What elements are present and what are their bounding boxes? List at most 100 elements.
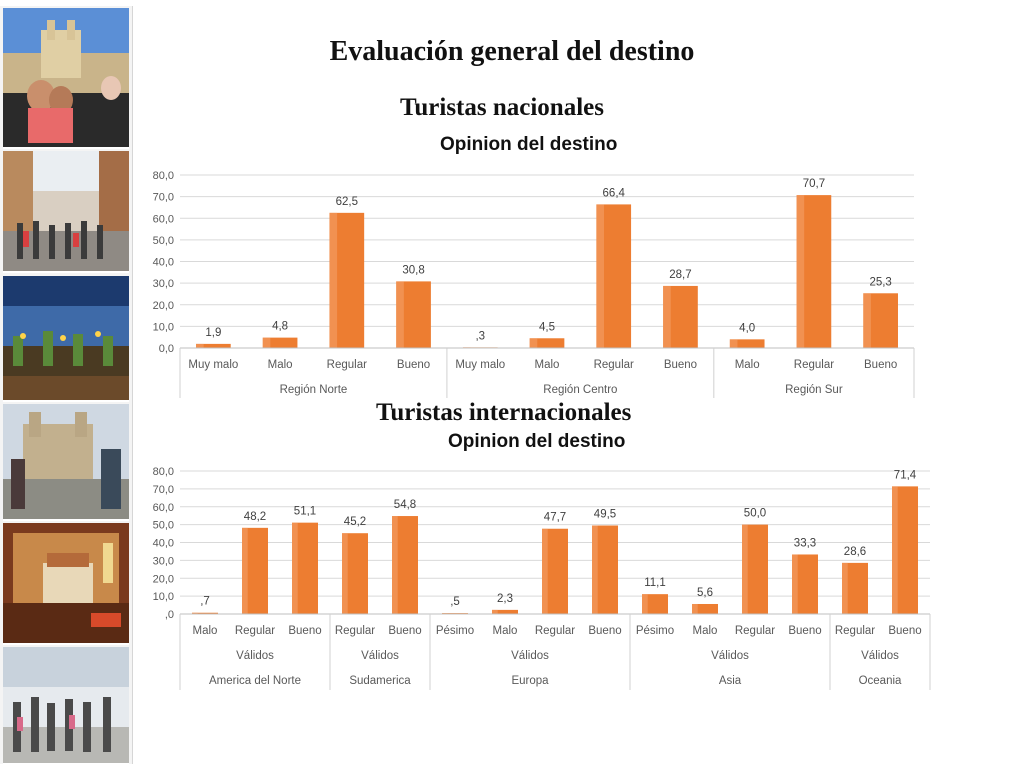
x-category-label: Regular bbox=[535, 625, 575, 637]
chart-title-international: Opinion del destino bbox=[448, 431, 626, 452]
data-label: 4,0 bbox=[739, 322, 755, 334]
data-label: 54,8 bbox=[394, 499, 416, 511]
bar-highlight bbox=[396, 281, 404, 348]
bar-highlight bbox=[542, 528, 548, 614]
x-category-label: Malo bbox=[493, 625, 518, 637]
x-group-label: Región Centro bbox=[543, 384, 617, 396]
data-label: ,3 bbox=[475, 330, 485, 342]
x-subgroup-label: Válidos bbox=[711, 650, 749, 662]
bar bbox=[529, 338, 565, 348]
x-category-label: Pésimo bbox=[636, 625, 674, 637]
bar-highlight bbox=[729, 339, 738, 348]
x-subgroup-label: Válidos bbox=[361, 650, 399, 662]
data-label: 45,2 bbox=[344, 516, 366, 528]
x-category-label: Pésimo bbox=[436, 625, 474, 637]
x-category-label: Malo bbox=[693, 625, 718, 637]
photo-sidebar bbox=[0, 6, 133, 765]
bar-highlight bbox=[596, 204, 605, 348]
y-tick-label: 30,0 bbox=[153, 555, 174, 567]
x-category-label: Bueno bbox=[664, 359, 697, 371]
bar-highlight bbox=[196, 343, 204, 348]
city-plaza-photo bbox=[3, 8, 129, 149]
street-crowd-photo bbox=[3, 151, 129, 273]
y-tick-label: 20,0 bbox=[153, 573, 174, 585]
bar-highlight bbox=[792, 554, 798, 614]
data-label: 48,2 bbox=[244, 511, 266, 523]
national-opinion-bar-chart: 0,0 10,0 20,0 30,0 40,0 50,0 60,0 70,0 80,0 1,9 Mu… bbox=[153, 170, 915, 398]
x-category-label: Malo bbox=[268, 359, 293, 371]
data-label: 51,1 bbox=[294, 506, 316, 518]
x-category-label: Malo bbox=[535, 359, 560, 371]
y-tick-label: 60,0 bbox=[153, 213, 174, 225]
x-category-label: Bueno bbox=[864, 359, 897, 371]
x-category-label: Regular bbox=[794, 359, 834, 371]
x-category-label: Regular bbox=[335, 625, 375, 637]
data-label: 30,8 bbox=[402, 264, 424, 276]
x-category-label: Bueno bbox=[397, 359, 430, 371]
page-title: Evaluación general del destino bbox=[329, 36, 695, 67]
bar-highlight bbox=[262, 337, 271, 348]
bar-highlight bbox=[842, 562, 848, 614]
y-tick-label: 30,0 bbox=[153, 278, 174, 290]
airport-travelers-photo bbox=[3, 647, 129, 765]
bar bbox=[692, 603, 718, 614]
data-label: 33,3 bbox=[794, 537, 816, 549]
x-group-label: Región Norte bbox=[280, 384, 348, 396]
data-label: 1,9 bbox=[205, 327, 221, 339]
x-subgroup-label: Válidos bbox=[236, 650, 274, 662]
x-category-label: Regular bbox=[235, 625, 275, 637]
x-category-label: Bueno bbox=[788, 625, 821, 637]
y-tick-label: 50,0 bbox=[153, 235, 174, 247]
y-tick-label: 70,0 bbox=[153, 192, 174, 204]
y-tick-label: 60,0 bbox=[153, 502, 174, 514]
bar-highlight bbox=[796, 195, 805, 348]
data-label: 70,7 bbox=[803, 178, 825, 190]
garden-terrace-photo bbox=[3, 276, 129, 402]
x-category-label: Regular bbox=[327, 359, 367, 371]
section-title-national: Turistas nacionales bbox=[400, 94, 604, 121]
y-tick-label: 80,0 bbox=[153, 170, 174, 182]
x-category-label: Regular bbox=[735, 625, 775, 637]
data-label: 47,7 bbox=[544, 512, 566, 524]
data-label: 71,4 bbox=[894, 469, 917, 481]
bar-highlight bbox=[663, 285, 671, 348]
bar-highlight bbox=[292, 522, 298, 614]
data-label: ,7 bbox=[200, 596, 210, 608]
data-label: 5,6 bbox=[697, 587, 713, 599]
bar-highlight bbox=[392, 516, 398, 614]
x-group-label: Asia bbox=[719, 675, 742, 687]
data-label: 50,0 bbox=[744, 508, 766, 520]
x-category-label: Regular bbox=[835, 625, 875, 637]
x-subgroup-label: Válidos bbox=[511, 650, 549, 662]
bar-highlight bbox=[742, 524, 748, 614]
bar bbox=[729, 339, 765, 348]
data-label: 28,7 bbox=[669, 269, 691, 281]
x-category-label: Bueno bbox=[888, 625, 921, 637]
y-tick-label: 70,0 bbox=[153, 484, 174, 496]
bar bbox=[642, 594, 668, 614]
x-group-label: Europa bbox=[511, 675, 549, 687]
bar-highlight bbox=[592, 525, 598, 614]
data-label: 4,5 bbox=[539, 321, 555, 333]
y-tick-label: 40,0 bbox=[153, 257, 174, 269]
x-category-label: Muy malo bbox=[455, 359, 505, 371]
x-subgroup-label: Válidos bbox=[861, 650, 899, 662]
bar-highlight bbox=[492, 609, 498, 614]
x-category-label: Bueno bbox=[388, 625, 421, 637]
bar-highlight bbox=[529, 338, 538, 348]
y-tick-label: 50,0 bbox=[153, 520, 174, 532]
bar-highlight bbox=[642, 594, 648, 614]
data-label: 28,6 bbox=[844, 546, 866, 558]
x-group-label: Sudamerica bbox=[349, 675, 411, 687]
church-tourists-photo bbox=[3, 404, 129, 521]
y-tick-label: ,0 bbox=[165, 609, 174, 621]
y-tick-label: 10,0 bbox=[153, 321, 174, 333]
data-label: ,5 bbox=[450, 596, 460, 608]
bar bbox=[196, 343, 231, 348]
bar bbox=[262, 337, 298, 348]
bar-highlight bbox=[692, 603, 698, 614]
y-tick-label: 20,0 bbox=[153, 300, 174, 312]
international-opinion-bar-chart: ,0 10,0 20,0 30,0 40,0 50,0 60,0 70,0 80,0 ,7 Malo… bbox=[153, 466, 931, 690]
data-label: 25,3 bbox=[869, 276, 891, 288]
x-category-label: Regular bbox=[594, 359, 634, 371]
